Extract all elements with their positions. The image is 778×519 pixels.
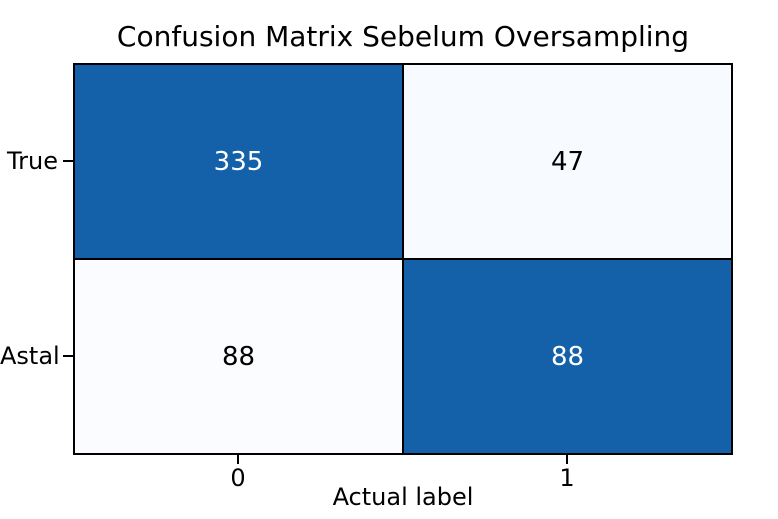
x-axis-label: Actual label bbox=[332, 483, 474, 511]
y-tick-mark-1 bbox=[63, 355, 73, 357]
y-tick-mark-0 bbox=[63, 160, 73, 162]
matrix-cell-1-0: 88 bbox=[75, 260, 402, 453]
x-tick-label-0: 0 bbox=[230, 464, 246, 492]
y-tick-label-true: True bbox=[7, 147, 58, 175]
x-tick-mark-1 bbox=[566, 455, 568, 464]
matrix-cell-0-1: 47 bbox=[404, 65, 731, 258]
y-tick-label-astal: Astal bbox=[0, 342, 60, 370]
plot-area: 335 47 88 88 bbox=[73, 63, 733, 455]
x-tick-label-1: 1 bbox=[559, 464, 575, 492]
matrix-cell-0-0: 335 bbox=[75, 65, 402, 258]
chart-title: Confusion Matrix Sebelum Oversampling bbox=[116, 20, 690, 53]
x-tick-mark-0 bbox=[237, 455, 239, 464]
matrix-cell-1-1: 88 bbox=[404, 260, 731, 453]
